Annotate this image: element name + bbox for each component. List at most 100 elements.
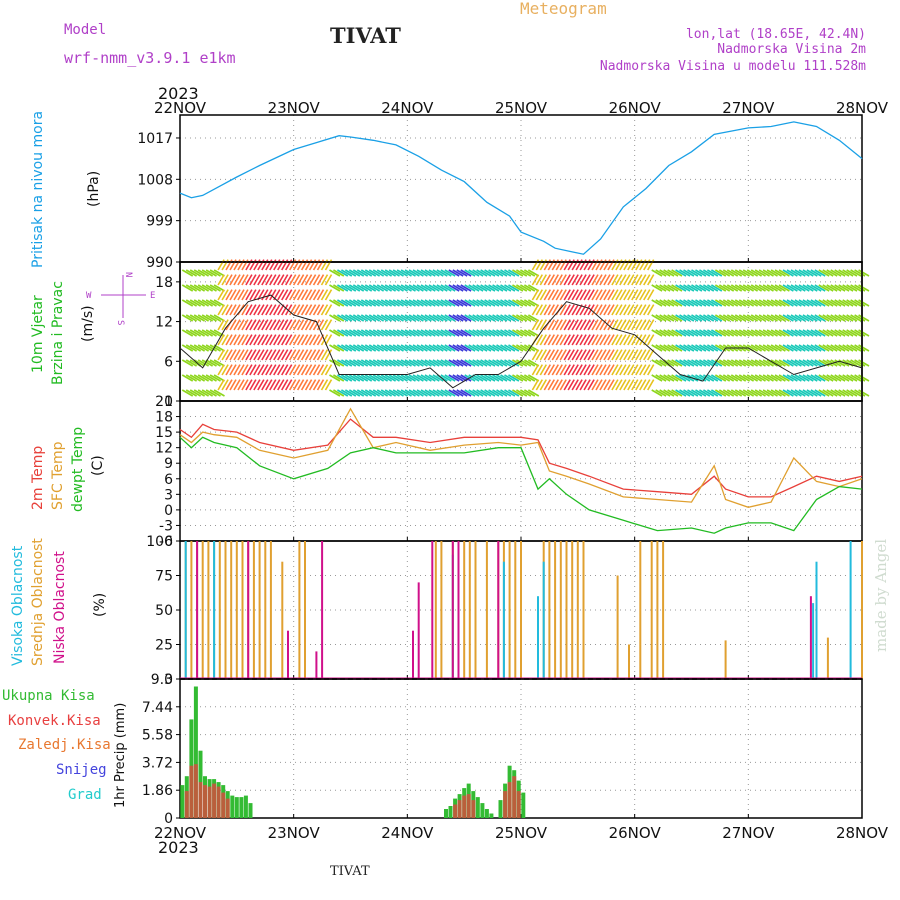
wind-barb	[225, 274, 233, 286]
precip-ylabel-axis: 1hr Precip (mm)	[113, 703, 128, 808]
wind-barb	[360, 314, 373, 322]
wind-barb	[695, 314, 707, 322]
wind-barb	[778, 329, 790, 337]
wind-barb	[591, 379, 599, 391]
wind-barb	[695, 269, 707, 277]
wind-barb	[607, 334, 615, 346]
wind-barb	[484, 269, 496, 277]
wind-barb	[520, 374, 532, 382]
wind-barb	[663, 374, 675, 382]
precip-bar	[462, 795, 467, 818]
wind-barb	[512, 329, 524, 337]
wind-barb	[543, 289, 551, 301]
wind-barb	[750, 269, 762, 277]
wind-barb	[504, 284, 516, 292]
wind-barb	[432, 329, 444, 337]
wind-barb	[245, 304, 253, 316]
wind-barb	[611, 364, 619, 376]
wind-barb	[400, 359, 412, 367]
y-tick-label: 25	[155, 638, 173, 654]
wind-barb	[722, 389, 735, 397]
wind-barb	[352, 344, 365, 352]
wind-barb	[356, 299, 369, 307]
y-tick-label: 18	[155, 410, 173, 426]
wind-barb	[738, 374, 751, 382]
wind-barb	[834, 389, 846, 397]
y-tick-label: 9.3	[151, 672, 173, 688]
wind-barb	[304, 289, 313, 301]
wind-barb	[667, 389, 679, 397]
wind-barb	[341, 284, 353, 292]
wind-barb	[488, 269, 500, 277]
wind-barb	[460, 344, 472, 352]
wind-barb	[304, 364, 313, 376]
wind-barb	[380, 269, 392, 277]
wind-barb	[296, 379, 305, 391]
wind-barb	[599, 274, 607, 286]
wind-barb	[643, 349, 651, 361]
wind-barb	[551, 274, 559, 286]
wind-barb	[810, 269, 822, 277]
wind-barb	[316, 274, 325, 286]
wind-barb	[710, 314, 723, 322]
wind-barb	[615, 274, 623, 286]
wind-barb	[197, 314, 209, 322]
cloud-bar	[656, 541, 659, 679]
wind-barb	[292, 379, 301, 391]
wind-barb	[607, 304, 615, 316]
2m-temp-line	[179, 418, 863, 498]
wind-barb	[408, 329, 420, 337]
wind-barb	[416, 359, 428, 367]
wind-barb	[333, 269, 345, 277]
wind-barb	[714, 314, 727, 322]
wind-barb	[269, 304, 277, 316]
bottom-day-label: 24NOV	[381, 824, 434, 842]
wind-barb	[858, 329, 870, 337]
wind-barb	[237, 274, 245, 286]
wind-barb	[639, 334, 647, 346]
wind-barb	[575, 349, 583, 361]
wind-barb	[691, 389, 703, 397]
wind-barb	[281, 379, 289, 391]
wind-barb	[635, 334, 643, 346]
wind-barb	[790, 314, 802, 322]
wind-barb	[205, 329, 217, 337]
cloud-bar	[650, 541, 653, 679]
wind-barb	[826, 299, 838, 307]
wind-barb	[265, 334, 273, 346]
precip-bar	[512, 776, 517, 818]
wind-barb	[249, 304, 257, 316]
cloud-bar	[497, 541, 500, 679]
wind-barb	[635, 349, 643, 361]
wind-barb	[635, 379, 643, 391]
wind-barb	[324, 289, 333, 301]
wind-barb	[579, 304, 587, 316]
wind-barb	[444, 269, 456, 277]
wind-barb	[627, 319, 635, 331]
y-tick-label: 5.58	[142, 728, 173, 744]
wind-barb	[337, 359, 349, 367]
wind-barb	[304, 274, 313, 286]
wind-barb	[754, 359, 766, 367]
wind-barb	[782, 374, 794, 382]
wind-barb	[842, 284, 854, 292]
wind-barb	[201, 374, 213, 382]
wind-barb	[631, 289, 639, 301]
wind-barb	[794, 284, 806, 292]
wind-barb	[392, 389, 404, 397]
wind-barb	[830, 284, 842, 292]
wind-barb	[667, 269, 679, 277]
wind-barb	[360, 329, 373, 337]
wind-barb	[798, 284, 810, 292]
wind-barb	[551, 319, 559, 331]
wind-barb	[464, 344, 476, 352]
wind-barb	[563, 349, 571, 361]
wind-barb	[300, 274, 309, 286]
wind-barb	[762, 269, 774, 277]
wind-barb	[742, 269, 755, 277]
wind-barb	[221, 304, 229, 316]
wind-barb	[237, 289, 245, 301]
wind-barb	[798, 359, 810, 367]
wind-barb	[341, 314, 353, 322]
wind-barb	[392, 269, 404, 277]
